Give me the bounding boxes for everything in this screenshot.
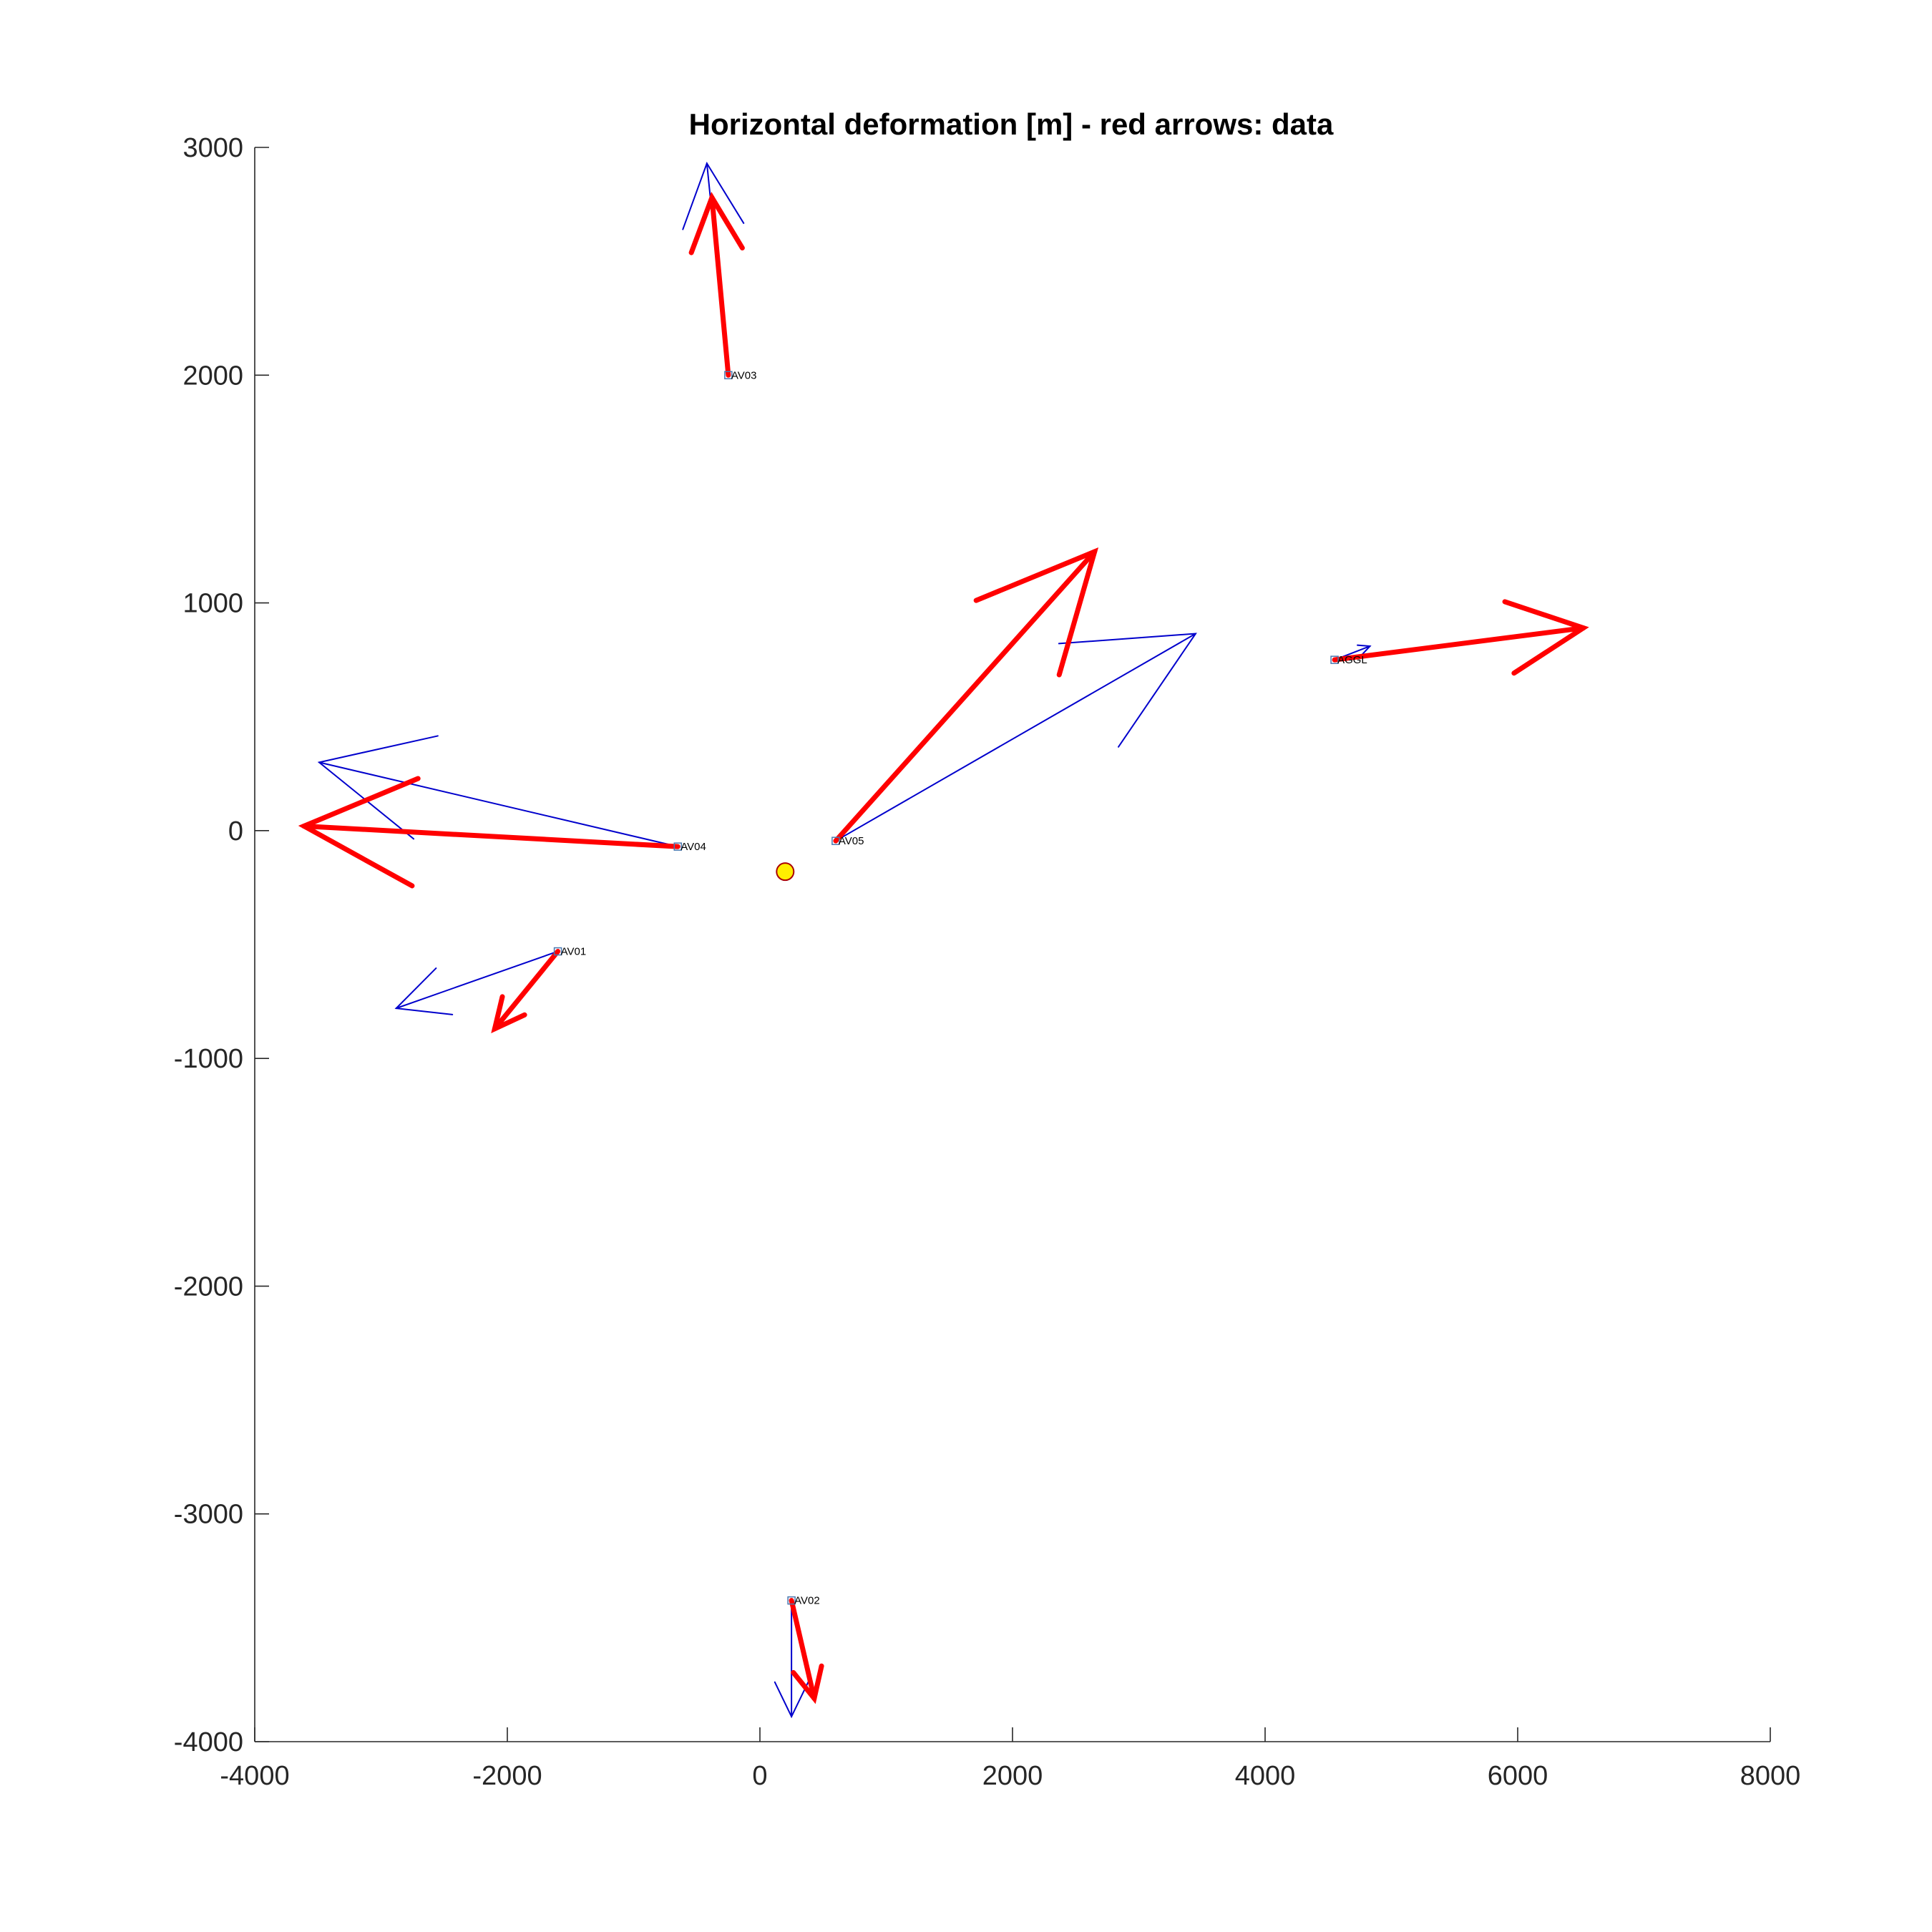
station-label: AV04 <box>680 841 706 853</box>
data-arrow-head <box>791 1663 824 1704</box>
source-marker <box>776 862 795 882</box>
source-layer <box>776 862 795 882</box>
data-arrow-shaft <box>789 1598 817 1702</box>
station-label: AV05 <box>839 835 864 847</box>
x-tick-label: 0 <box>752 1761 767 1791</box>
data-arrow-head <box>298 776 421 889</box>
data-arrow-head <box>688 192 745 255</box>
y-tick-label: 1000 <box>182 589 243 619</box>
data-arrow-head <box>1502 599 1589 676</box>
y-tick-label: 3000 <box>182 133 243 163</box>
data-arrow-shaft <box>833 549 1098 844</box>
model-arrow-head <box>394 967 454 1015</box>
model-arrow-shaft <box>834 633 1196 842</box>
station-label: AV02 <box>794 1595 820 1607</box>
x-tick-label: -2000 <box>472 1761 542 1791</box>
x-tick-label: 4000 <box>1235 1761 1296 1791</box>
y-tick-label: -4000 <box>174 1727 243 1757</box>
model-arrow-head <box>1357 644 1372 656</box>
data-arrow-shaft <box>301 823 680 849</box>
data-arrow-shaft <box>492 949 561 1032</box>
x-tick-label: 2000 <box>982 1761 1043 1791</box>
x-tick-label: -4000 <box>220 1761 289 1791</box>
y-tick-label: -2000 <box>174 1272 243 1302</box>
station-marker <box>831 836 840 845</box>
ticks: -4000 -2000 0 2000 4000 6000 8000 -4000 -3000 -20… <box>174 133 1800 1791</box>
data-arrow-head <box>973 547 1099 678</box>
data-arrow-head <box>491 994 527 1034</box>
station-label: AGGL <box>1337 654 1367 666</box>
station-marker <box>673 842 683 851</box>
y-tick-label: 0 <box>228 816 243 847</box>
model-arrow-head <box>682 161 745 230</box>
model-arrow-head <box>317 735 439 840</box>
x-tick-label: 6000 <box>1488 1761 1548 1791</box>
station-label: AV01 <box>561 946 587 958</box>
model-arrow-shaft <box>318 761 679 848</box>
station-marker <box>787 1596 796 1605</box>
station-marker <box>1330 655 1339 664</box>
chart-title: Horizontal deformation [m] - red arrows:… <box>689 107 1334 141</box>
data-arrows <box>298 192 1589 1704</box>
station-marker <box>553 947 562 956</box>
x-tick-label: 8000 <box>1740 1761 1801 1791</box>
stations: AV03 AV04 AV05 AV01 AV02 AGGL <box>553 369 1367 1607</box>
y-tick-label: 2000 <box>182 361 243 391</box>
station-marker <box>724 371 733 380</box>
model-arrow-head <box>774 1681 809 1719</box>
station-label: AV03 <box>731 369 757 381</box>
data-arrow-shaft <box>709 195 731 378</box>
model-arrow-shaft <box>395 950 559 1010</box>
model-arrow-head <box>1058 633 1197 748</box>
y-tick-label: -1000 <box>174 1044 243 1074</box>
data-arrow-shaft <box>1332 625 1586 663</box>
y-tick-label: -3000 <box>174 1500 243 1530</box>
